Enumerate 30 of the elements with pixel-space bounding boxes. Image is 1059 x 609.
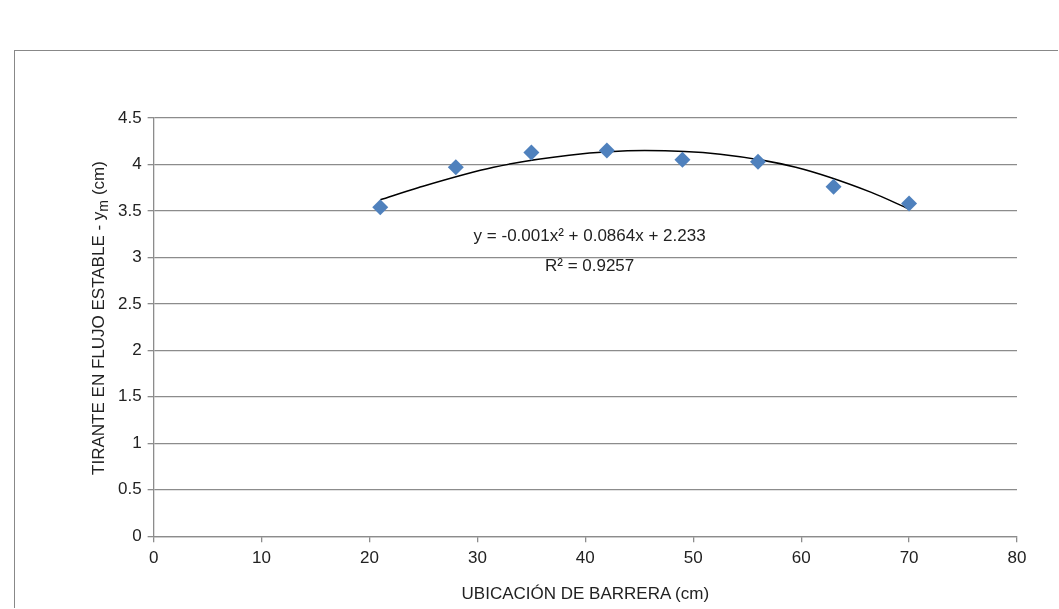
- annotation: R² = 0.9257: [544, 256, 635, 276]
- x-tick-label: 30: [467, 548, 487, 568]
- x-tick-label: 40: [575, 548, 595, 568]
- y-tick-label: 3.5: [117, 200, 142, 220]
- x-tick-label: 80: [1007, 548, 1027, 568]
- y-tick-label: 1.5: [117, 386, 142, 406]
- x-tick-label: 60: [791, 548, 811, 568]
- x-tick-label: 50: [683, 548, 703, 568]
- point: [901, 195, 918, 212]
- y-tick-label: 0: [132, 525, 142, 545]
- x-axis-title: UBICACIÓN DE BARRERA (cm): [461, 584, 710, 604]
- point: [372, 199, 389, 216]
- point: [749, 153, 766, 170]
- y-tick-label: 4: [132, 154, 142, 174]
- x-tick-label: 0: [148, 548, 159, 568]
- point: [674, 151, 691, 168]
- y-tick-label: 0.5: [117, 479, 142, 499]
- annotation: y = -0.001x² + 0.0864x + 2.233: [473, 226, 706, 246]
- point: [825, 178, 842, 195]
- y-tick-label: 2: [132, 340, 142, 360]
- x-tick-label: 70: [899, 548, 919, 568]
- y-tick-label: 4.5: [117, 107, 142, 127]
- x-tick-label: 10: [252, 548, 272, 568]
- x-tick-label: 20: [360, 548, 379, 568]
- point: [447, 159, 464, 176]
- y-tick-label: 2.5: [117, 293, 142, 313]
- point: [523, 144, 540, 161]
- point: [598, 142, 615, 159]
- y-tick-label: 1: [132, 432, 142, 452]
- y-tick-label: 3: [132, 247, 142, 267]
